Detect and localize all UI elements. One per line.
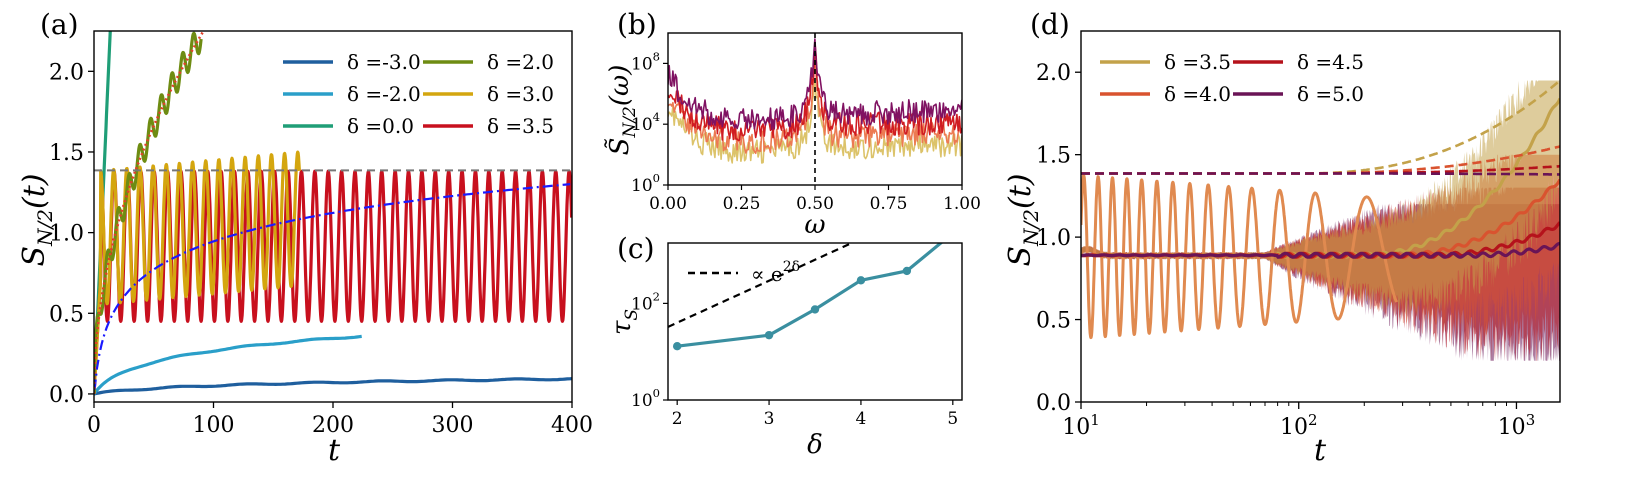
- panel-c-axes: 2 3 4 5 100 102: [631, 242, 963, 429]
- panel-c-xtick-label: 3: [764, 409, 775, 429]
- panel-a-xtick-label: 200: [312, 413, 354, 438]
- panel-c-ylabel: τS: [607, 309, 642, 335]
- panel-c-point: [856, 276, 866, 285]
- panel-a-series: [94, 31, 572, 396]
- panel-d: (d) δ =3.5 δ =4.0 δ =4.5 δ =5.0 101 102 103 0.…: [1003, 8, 1561, 468]
- panel-d-axes: 101 102 103 0.0 0.5 1.0 1.5 2.0: [1036, 30, 1561, 440]
- panel-b-xtick-label: 0.00: [649, 194, 687, 214]
- panel-a-series-5: [94, 169, 572, 394]
- panel-c-ytick-label: 102: [631, 289, 660, 314]
- panel-d-xtick-label: 103: [1498, 411, 1536, 440]
- panel-c-xlabel: δ: [807, 430, 823, 460]
- panel-c-point: [902, 266, 912, 276]
- panel-b-xtick-label: 1.00: [943, 194, 981, 214]
- panel-c-point: [764, 330, 774, 340]
- panel-a-legend-label: δ =0.0: [347, 114, 414, 138]
- panel-b: (b) 0.00 0.25 0.50 0.75 1.00 100 104 108 ω S̃N/…: [604, 8, 981, 240]
- panel-d-dashed-3: [1081, 172, 1560, 176]
- panel-c-series: [668, 229, 957, 351]
- panel-d-frame: [1080, 30, 1561, 403]
- panel-a-legend-label: δ =3.5: [487, 114, 554, 138]
- panel-a-xtick-label: 300: [432, 413, 474, 438]
- panel-a-legend-label: δ =3.0: [487, 82, 554, 106]
- panel-b-ytick-label: 108: [631, 49, 660, 74]
- panel-a-xtick-label: 0: [87, 413, 101, 438]
- panel-c-ytick-label: 100: [631, 386, 660, 411]
- panel-a-series-1: [94, 334, 362, 395]
- panel-b-ytick-label: 104: [631, 110, 660, 135]
- panel-d-legend-label: δ =5.0: [1297, 82, 1364, 106]
- panel-d-label: (d): [1030, 8, 1070, 41]
- panel-a-ylabel: SN/2(t): [17, 174, 57, 267]
- panel-a-series-0: [94, 377, 572, 396]
- panel-d-xtick-label: 102: [1280, 411, 1318, 440]
- panel-b-series-3: [668, 38, 962, 131]
- panel-a: (a) δ =-3.0 δ =-2.0 δ =0.0 δ =2.0 δ =3.0 δ =3…: [17, 8, 593, 468]
- panel-d-legend-label: δ =4.5: [1297, 50, 1364, 74]
- panel-c-point: [672, 341, 682, 351]
- panel-d-series: [1081, 79, 1560, 361]
- panel-d-ytick-label: 2.0: [1036, 61, 1071, 86]
- panel-c-fit-line: [668, 243, 855, 328]
- panel-a-legend: δ =-3.0 δ =-2.0 δ =0.0 δ =2.0 δ =3.0 δ =3.5: [283, 50, 554, 138]
- panel-a-legend-label: δ =-2.0: [347, 82, 421, 106]
- panel-d-ytick-label: 0.0: [1036, 391, 1071, 416]
- panel-a-xtick-label: 400: [551, 413, 593, 438]
- panel-c-legend: ∝ e2δ: [688, 259, 800, 286]
- panel-a-ytick-label: 0.0: [49, 383, 84, 408]
- panel-a-xtick-label: 100: [193, 413, 235, 438]
- panel-a-ytick-label: 0.5: [49, 302, 84, 327]
- panel-c-legend-label: ∝ e2δ: [751, 259, 800, 286]
- panel-d-ytick-label: 1.5: [1036, 144, 1071, 169]
- panel-a-axes: 0 100 200 300 400 0.0 0.5 1.0 1.5 2.0: [49, 30, 593, 438]
- panel-b-axes: 0.00 0.25 0.50 0.75 1.00 100 104 108: [631, 32, 981, 214]
- panel-a-ytick-label: 1.5: [49, 141, 84, 166]
- panel-a-series-3: [94, 31, 203, 394]
- panel-c-label: (c): [617, 232, 655, 265]
- panel-d-xtick-label: 101: [1062, 411, 1100, 440]
- panel-c-point: [810, 305, 820, 314]
- panel-b-ylabel: S̃N/2(ω): [604, 65, 640, 156]
- panel-d-ytick-label: 1.0: [1036, 226, 1071, 251]
- panel-c-point: [949, 229, 957, 237]
- panel-c: (c) 2 3 4 5 100 102 ∝ e2δ δ τS: [607, 229, 963, 460]
- panel-c-frame: [667, 242, 963, 401]
- panel-d-ytick-label: 0.5: [1036, 309, 1071, 334]
- panel-d-legend-label: δ =4.0: [1164, 82, 1231, 106]
- panel-a-legend-label: δ =2.0: [487, 50, 554, 74]
- panel-b-ytick-label: 100: [631, 171, 660, 196]
- panel-d-mean-3: [1081, 241, 1560, 259]
- panel-d-xlabel: t: [1314, 433, 1327, 468]
- panel-b-xtick-label: 0.75: [870, 194, 908, 214]
- panel-a-ytick-label: 1.0: [49, 222, 84, 247]
- panel-d-ylabel: SN/2(t): [1003, 174, 1043, 267]
- panel-b-xlabel: ω: [804, 210, 825, 240]
- panel-d-legend-label: δ =3.5: [1164, 50, 1231, 74]
- panel-c-xtick-label: 4: [856, 409, 867, 429]
- panel-c-series-line: [677, 243, 944, 348]
- panel-a-label: (a): [40, 8, 79, 41]
- panel-a-log-fit: [94, 183, 571, 390]
- panel-a-xlabel: t: [328, 433, 341, 468]
- panel-b-xtick-label: 0.25: [723, 194, 761, 214]
- panel-d-legend: δ =3.5 δ =4.0 δ =4.5 δ =5.0: [1100, 50, 1364, 106]
- panel-c-xtick-label: 2: [672, 409, 683, 429]
- panel-a-sqrt-fit: [94, 31, 205, 394]
- panel-d-oscillation: [1081, 174, 1398, 340]
- panel-b-label: (b): [617, 8, 657, 41]
- panel-a-legend-label: δ =-3.0: [347, 50, 421, 74]
- panel-c-xtick-label: 5: [947, 409, 958, 429]
- panel-a-ytick-label: 2.0: [49, 60, 84, 85]
- panel-a-reference-lines: [94, 31, 572, 394]
- panel-b-xtick-label: 0.50: [796, 194, 834, 214]
